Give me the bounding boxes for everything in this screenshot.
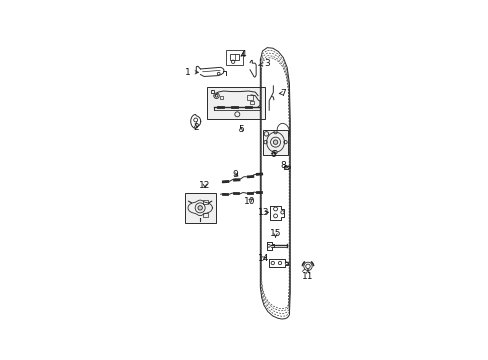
Text: 2: 2 [193,123,198,132]
Text: 6: 6 [269,150,275,159]
Text: 12: 12 [199,181,210,190]
Text: 7: 7 [279,89,285,98]
Text: 11: 11 [302,269,313,281]
Text: 4: 4 [241,50,246,59]
Circle shape [273,140,277,144]
Text: 15: 15 [269,229,281,238]
Text: 8: 8 [280,162,286,171]
Bar [206,87,264,118]
Circle shape [198,206,202,210]
Bar [226,50,242,66]
Bar [184,193,215,223]
Bar [249,101,253,104]
Text: 3: 3 [258,59,269,68]
Text: 5: 5 [238,125,244,134]
Text: 10: 10 [243,197,254,206]
Text: 9: 9 [232,170,238,179]
Bar [263,130,287,155]
Bar [246,95,252,100]
Bar [203,199,208,204]
Text: 13: 13 [258,208,269,217]
Bar [203,213,208,217]
Bar [220,96,223,99]
Text: 14: 14 [258,253,269,262]
Bar [230,54,238,60]
Text: 1: 1 [184,68,198,77]
